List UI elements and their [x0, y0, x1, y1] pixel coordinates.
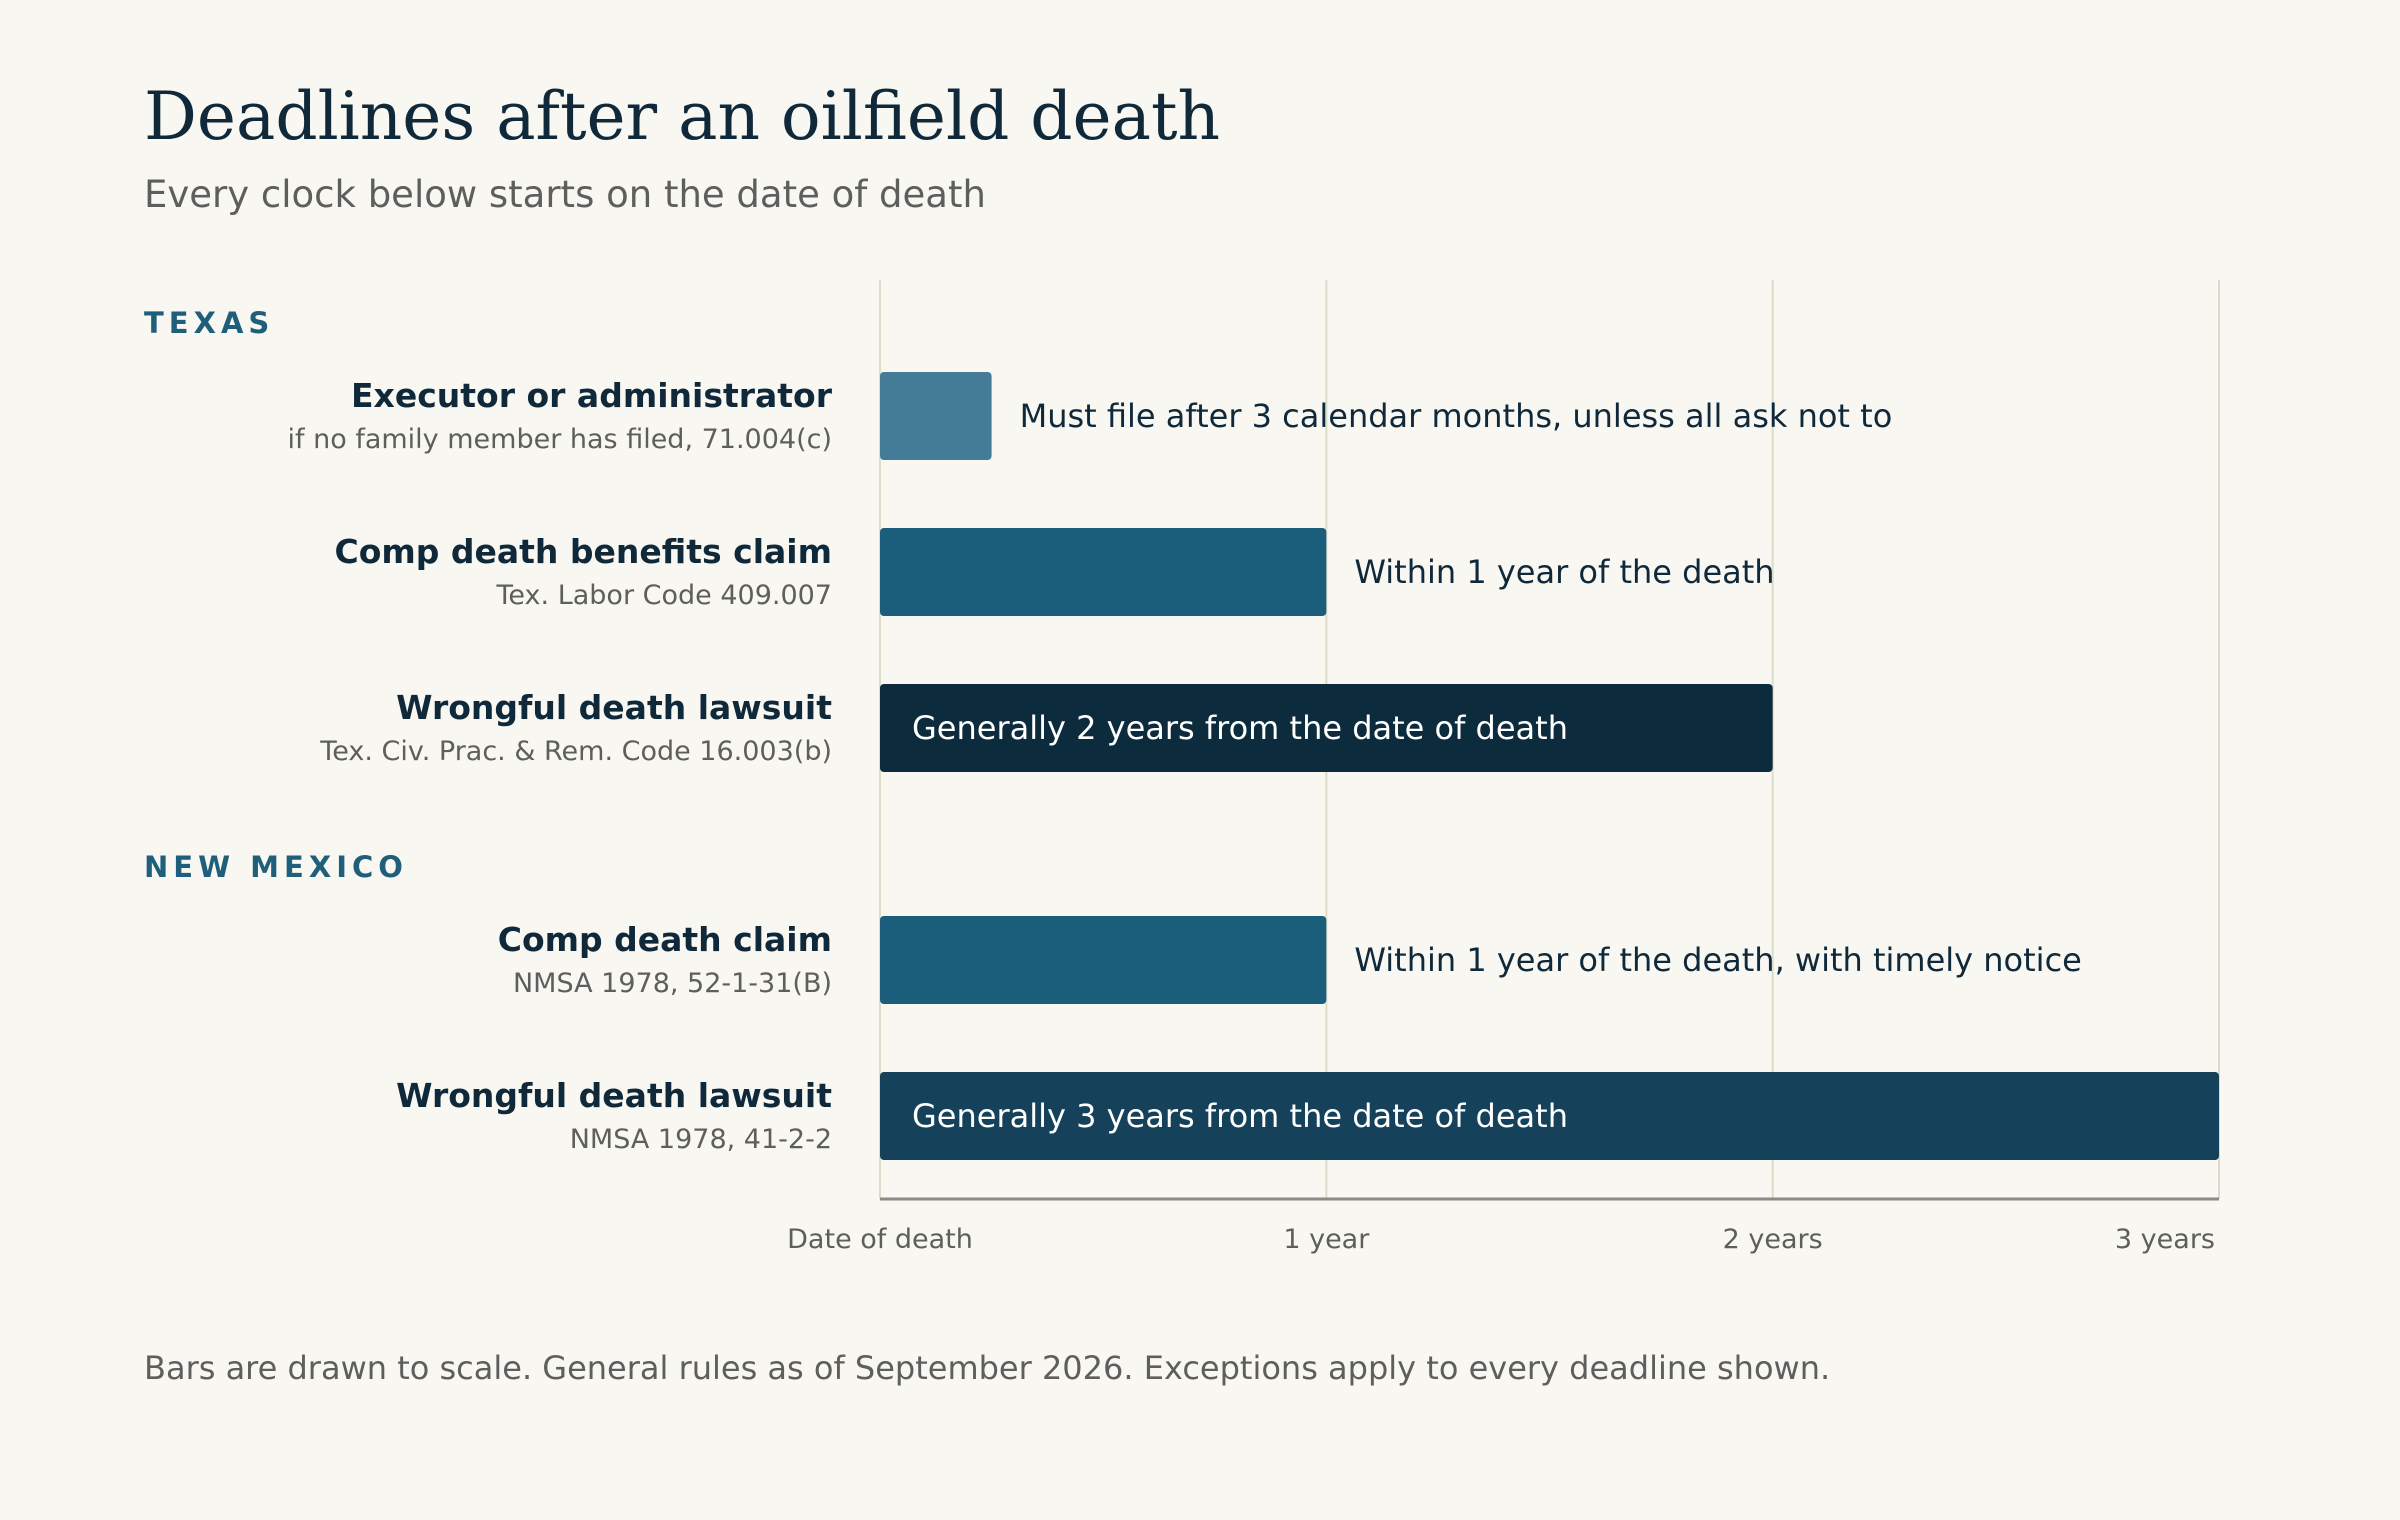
section-label-new-mexico: NEW MEXICO — [144, 850, 408, 884]
bar — [880, 372, 992, 460]
section-label-texas: TEXAS — [144, 306, 275, 340]
row-citation: Tex. Labor Code 409.007 — [496, 580, 832, 611]
bar-label: Must file after 3 calendar months, unles… — [1020, 397, 1893, 435]
x-tick-label: 3 years — [2115, 1224, 2215, 1255]
row-citation: if no family member has filed, 71.004(c) — [287, 424, 832, 455]
x-tick-label: Date of death — [787, 1224, 973, 1255]
row-label: Wrongful death lawsuit NMSA 1978, 41-2-2 — [396, 1073, 832, 1159]
row-name: Wrongful death lawsuit — [396, 1076, 832, 1115]
bar-label: Within 1 year of the death, with timely … — [1354, 941, 2082, 979]
bar-label: Generally 3 years from the date of death — [912, 1097, 1568, 1135]
row-name: Wrongful death lawsuit — [396, 688, 832, 727]
page-title: Deadlines after an oilfield death — [144, 78, 1220, 155]
footnote: Bars are drawn to scale. General rules a… — [144, 1349, 1831, 1387]
row-citation: Tex. Civ. Prac. & Rem. Code 16.003(b) — [320, 736, 832, 767]
row-name: Comp death benefits claim — [334, 532, 833, 571]
row-label: Comp death claim NMSA 1978, 52-1-31(B) — [498, 917, 832, 1003]
row-label: Executor or administrator if no family m… — [288, 373, 832, 459]
bar — [880, 916, 1327, 1004]
row-citation: NMSA 1978, 52-1-31(B) — [512, 968, 832, 999]
x-tick-label: 1 year — [1283, 1224, 1370, 1255]
page-subtitle: Every clock below starts on the date of … — [144, 173, 986, 216]
bar — [880, 528, 1327, 616]
row-citation: NMSA 1978, 41-2-2 — [569, 1124, 832, 1155]
row-label: Comp death benefits claim Tex. Labor Cod… — [335, 529, 833, 615]
row-name: Executor or administrator — [351, 376, 832, 415]
bar-label: Within 1 year of the death — [1354, 553, 1774, 591]
row-name: Comp death claim — [497, 920, 832, 959]
bar — [880, 684, 1773, 772]
bar-label: Generally 2 years from the date of death — [912, 709, 1568, 747]
row-label: Wrongful death lawsuit Tex. Civ. Prac. &… — [320, 685, 832, 771]
x-tick-label: 2 years — [1723, 1224, 1823, 1255]
bar — [880, 1072, 2219, 1160]
